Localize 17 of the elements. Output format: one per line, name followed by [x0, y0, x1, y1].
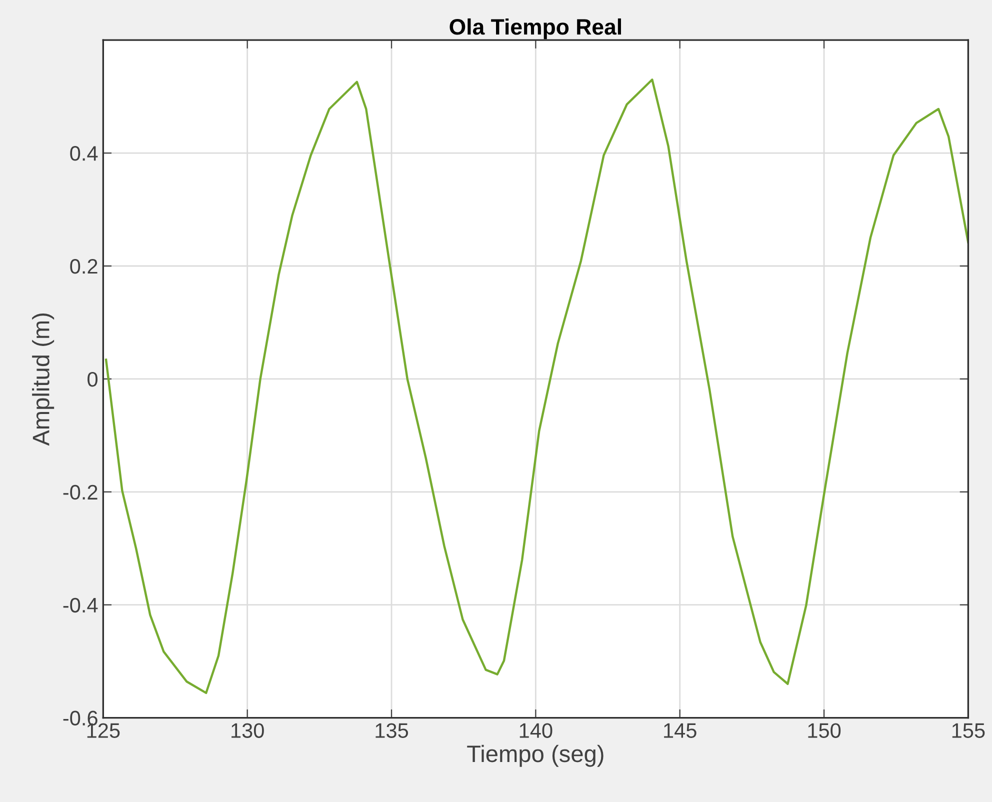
y-tick-label: -0.6 [63, 710, 98, 726]
y-tick-label: -0.2 [63, 484, 98, 500]
x-tick-label: 155 [952, 723, 985, 738]
x-tick-label: 150 [808, 723, 841, 738]
line-series [104, 78, 968, 694]
y-tick-label: 0 [88, 372, 98, 387]
y-tick-label: 0.4 [70, 146, 98, 161]
x-tick-label: 125 [87, 723, 120, 738]
x-tick-label: 140 [520, 723, 552, 738]
x-tick-label: 135 [376, 723, 408, 738]
chart-title: Ola Tiempo Real [450, 18, 621, 40]
x-tick-label: 130 [232, 723, 264, 738]
y-tick-label: -0.4 [63, 598, 98, 613]
x-axis-title: Tiempo (seg) [467, 744, 604, 767]
y-axis-title: Amplitud (m) [32, 314, 54, 446]
x-tick-label: 145 [664, 723, 696, 738]
y-tick-label: 0.2 [70, 259, 98, 274]
